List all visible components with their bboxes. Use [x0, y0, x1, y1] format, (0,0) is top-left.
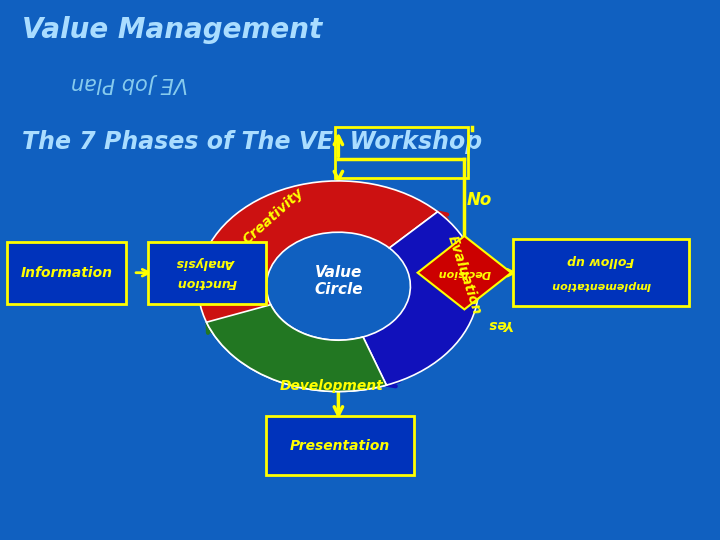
FancyBboxPatch shape	[266, 416, 414, 475]
Text: Value Management: Value Management	[22, 16, 322, 44]
Text: Information: Information	[21, 266, 112, 280]
Text: Development: Development	[279, 379, 383, 393]
Bar	[335, 127, 468, 178]
FancyBboxPatch shape	[148, 241, 266, 303]
Wedge shape	[363, 212, 479, 385]
Text: Analysis: Analysis	[178, 256, 236, 269]
Wedge shape	[198, 181, 438, 392]
Polygon shape	[418, 236, 511, 309]
Text: Presentation: Presentation	[290, 438, 390, 453]
Text: VE Job Plan: VE Job Plan	[71, 73, 188, 93]
Text: Decision: Decision	[438, 268, 491, 278]
Wedge shape	[207, 305, 387, 391]
Text: No: No	[466, 191, 492, 209]
Text: Implementation: Implementation	[551, 280, 651, 289]
Text: Function: Function	[177, 276, 237, 289]
Text: Value
Circle: Value Circle	[314, 265, 363, 297]
Text: Evaluation: Evaluation	[445, 234, 484, 317]
Text: Follow up: Follow up	[567, 254, 634, 267]
FancyBboxPatch shape	[513, 239, 689, 306]
FancyBboxPatch shape	[7, 241, 126, 303]
Text: Creativity: Creativity	[240, 185, 307, 247]
Text: The 7 Phases of The VE  Workshop: The 7 Phases of The VE Workshop	[22, 130, 482, 153]
Text: Yes: Yes	[487, 317, 513, 331]
